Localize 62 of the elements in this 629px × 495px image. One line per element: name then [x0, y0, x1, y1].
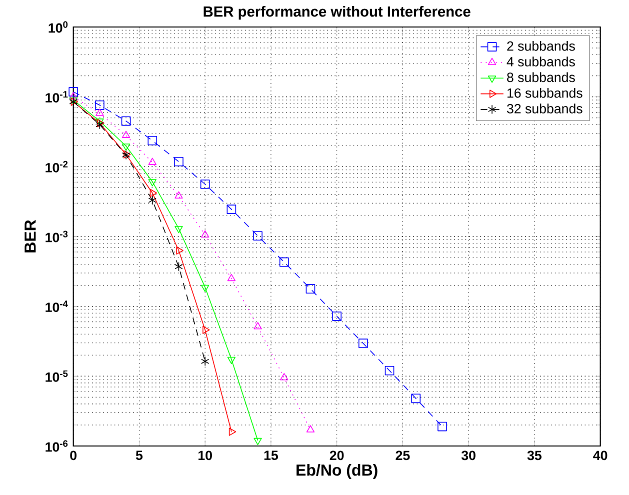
point [150, 188, 158, 198]
x-tick-label: 10 [198, 450, 212, 460]
point [384, 366, 394, 376]
x-axis-title: Eb/No (dB) [296, 464, 378, 479]
y-tick-label: 10$^{-4}$ [46, 300, 68, 312]
point [254, 438, 262, 446]
y-tick-label: 10$^{-2}$ [46, 160, 68, 172]
point [174, 191, 183, 199]
chart-title: BER performance without Interference [204, 6, 470, 20]
point [306, 425, 315, 432]
x-tick-label: 25 [396, 450, 410, 460]
point [200, 284, 210, 292]
point [200, 230, 210, 238]
x-tick-label: 5 [136, 450, 143, 460]
point [202, 326, 210, 334]
point [122, 144, 130, 151]
x-tick-label: 40 [593, 450, 608, 460]
point [227, 274, 236, 282]
point [122, 130, 130, 138]
point [174, 156, 184, 166]
point [438, 422, 447, 432]
legend-label: 4 subbands [506, 56, 575, 66]
x-tick-label: 15 [264, 450, 278, 460]
legend-label: 16 subbands [508, 88, 582, 98]
point [174, 226, 183, 234]
point [306, 284, 316, 294]
y-tick-label: 10$^{0}$ [48, 21, 68, 33]
point [280, 373, 288, 380]
point [253, 231, 262, 241]
y-tick-label: 10$^{-3}$ [46, 230, 68, 242]
legend-label: 2 subbands [507, 40, 575, 51]
x-tick-label: 35 [527, 450, 542, 460]
point [95, 100, 104, 110]
point [148, 196, 156, 205]
point [358, 338, 368, 348]
point [176, 246, 184, 255]
y-tick-label: 10$^{-6}$ [46, 440, 68, 452]
point [279, 257, 289, 267]
point [200, 180, 210, 189]
point [254, 322, 262, 330]
point [226, 204, 236, 214]
point [96, 108, 104, 116]
point [332, 312, 342, 321]
point [148, 179, 156, 186]
point [411, 394, 421, 404]
point [148, 158, 156, 165]
x-tick-label: 20 [330, 450, 344, 460]
point [148, 136, 158, 146]
y-tick-label: 10$^{-5}$ [46, 370, 68, 382]
point [227, 356, 236, 364]
legend-label: 32 subbands [506, 104, 582, 114]
point [68, 87, 78, 96]
y-axis-title: BER [24, 220, 36, 252]
legend-label: 8 subbands [507, 72, 575, 82]
x-tick-label: 0 [70, 450, 77, 460]
point [174, 262, 183, 272]
y-tick-label: 10$^{-1}$ [46, 91, 68, 103]
point [200, 356, 210, 366]
point [228, 428, 236, 436]
point [69, 92, 78, 100]
x-tick-label: 30 [461, 450, 476, 460]
point [121, 116, 131, 126]
